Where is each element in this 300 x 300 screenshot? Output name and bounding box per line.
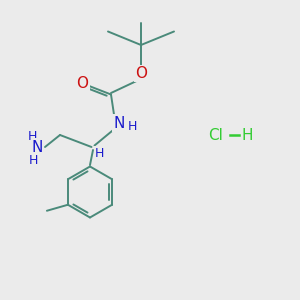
Text: N: N	[113, 116, 125, 130]
Text: H: H	[27, 130, 37, 143]
Text: H: H	[95, 147, 104, 160]
Text: H: H	[127, 120, 137, 134]
Text: Cl: Cl	[208, 128, 224, 142]
Text: H: H	[29, 154, 39, 167]
Text: O: O	[76, 76, 88, 92]
Text: N: N	[32, 140, 43, 154]
Text: O: O	[135, 66, 147, 81]
Text: H: H	[242, 128, 253, 142]
